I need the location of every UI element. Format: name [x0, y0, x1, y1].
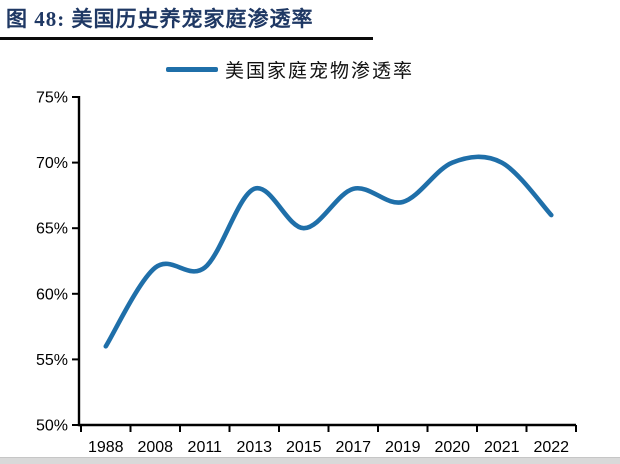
- x-tick-label: 2020: [434, 439, 470, 456]
- y-tick-label: 55%: [36, 352, 68, 369]
- y-tick-label: 60%: [36, 286, 68, 303]
- x-tick-label: 2008: [137, 439, 173, 456]
- x-tick-label: 2011: [188, 439, 223, 456]
- y-tick-label: 65%: [36, 221, 68, 238]
- y-tick-label: 70%: [36, 155, 68, 172]
- y-tick-label: 50%: [36, 418, 68, 435]
- x-tick-label: 2017: [335, 439, 371, 456]
- bottom-divider: [0, 457, 620, 464]
- x-axis: 1988 2008 2011 2013 2015 2017 2019 2020 2021 2022: [79, 423, 577, 456]
- x-tick-label: 2019: [385, 439, 421, 456]
- figure-title: 图 48: 美国历史养宠家庭渗透率: [6, 7, 314, 31]
- x-tick-label: 2013: [236, 439, 272, 456]
- y-axis: 50% 55% 60% 65% 70% 75%: [36, 90, 81, 435]
- legend: 美国家庭宠物渗透率: [0, 56, 580, 83]
- title-underline: [0, 37, 373, 40]
- legend-line-icon: [165, 67, 218, 72]
- y-tick-label: 75%: [36, 90, 68, 107]
- x-tick-label: 2021: [484, 439, 520, 456]
- x-tick-label: 2015: [286, 439, 322, 456]
- series-line: [103, 154, 554, 349]
- x-tick-label: 2022: [533, 439, 569, 456]
- x-tick-label: 1988: [88, 439, 124, 456]
- legend-label: 美国家庭宠物渗透率: [224, 61, 414, 82]
